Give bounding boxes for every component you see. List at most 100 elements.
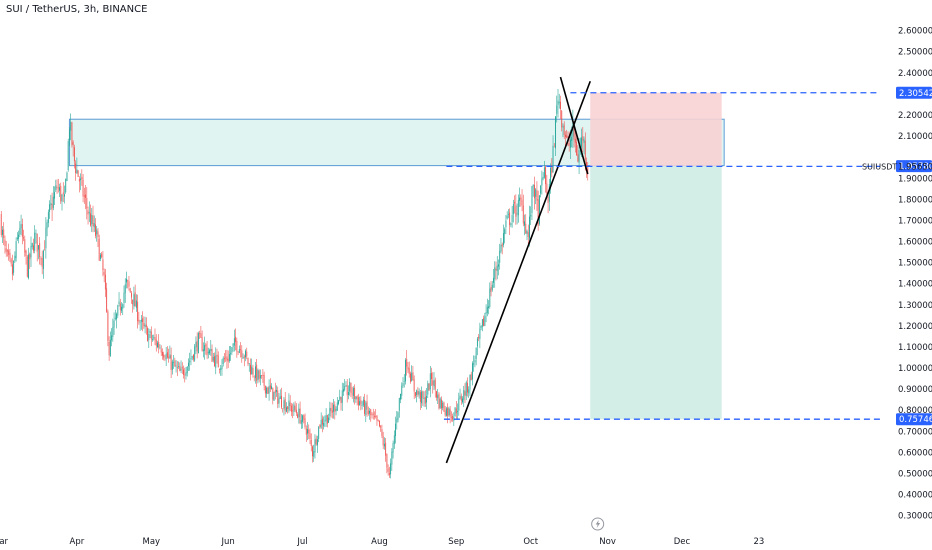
candle-body: [490, 286, 492, 292]
price-tags-layer: 2.30542 1.95780 0.75746 SUIUSDT 1.95650: [862, 86, 932, 426]
candle-body: [366, 401, 368, 410]
candle-body: [152, 339, 153, 340]
candle-body: [320, 419, 322, 428]
candle-body: [175, 365, 177, 367]
candle-body: [407, 366, 409, 370]
candle-body: [564, 134, 566, 137]
candle-body: [207, 351, 209, 354]
candle-body: [24, 239, 26, 253]
candle-body: [578, 150, 580, 163]
candle-body: [405, 359, 406, 382]
candle-body: [273, 391, 275, 401]
candle-body: [328, 417, 330, 423]
candle-body: [576, 142, 578, 156]
candle-body: [164, 358, 166, 360]
candle-body: [381, 428, 383, 436]
candle-body: [70, 121, 72, 131]
candle-body: [134, 292, 136, 307]
candle-body: [210, 348, 212, 351]
candle-body: [367, 410, 369, 415]
candle-body: [370, 409, 372, 416]
candle-body: [325, 415, 327, 422]
candle-body: [39, 243, 41, 258]
candle-body: [426, 395, 428, 403]
candle-body: [181, 367, 183, 369]
candle-body: [429, 373, 431, 390]
candle-body: [191, 356, 193, 358]
candle-body: [455, 408, 457, 414]
candle-body: [493, 278, 494, 283]
candle-body: [364, 399, 366, 414]
candle-body: [468, 389, 470, 394]
candle-body: [267, 387, 269, 394]
candle-body: [562, 126, 564, 128]
candle-body: [92, 215, 94, 227]
candle-body: [538, 195, 540, 225]
candle-body: [312, 446, 313, 457]
candle-body: [397, 412, 399, 420]
y-tick-label: 0.50000: [898, 469, 932, 479]
candle-body: [262, 375, 264, 376]
candle-body: [254, 366, 256, 379]
candle-body: [541, 178, 543, 186]
candle-body: [163, 354, 165, 358]
price-tag-label: 2.30542: [899, 89, 932, 99]
price-tag: [896, 413, 932, 426]
candle-body: [228, 353, 230, 362]
candle-body: [459, 395, 461, 399]
candle-body: [37, 245, 39, 250]
candle-body: [21, 224, 23, 237]
candle-body: [345, 385, 347, 387]
candle-body: [432, 380, 434, 386]
candle-body: [99, 254, 101, 259]
candle-body: [75, 163, 77, 173]
candle-body: [335, 408, 337, 411]
candle-body: [206, 347, 208, 356]
candle-body: [377, 419, 379, 421]
candle-body: [403, 380, 405, 382]
time-axis: Mar Apr May Jun Jul Aug Sep Oct Nov Dec 23: [0, 537, 764, 547]
candle-body: [547, 197, 549, 203]
candle-body: [3, 229, 5, 239]
candle-body: [217, 355, 219, 368]
candle-body: [77, 170, 79, 177]
candle-body: [530, 214, 532, 217]
candle-body: [0, 214, 2, 235]
candle-body: [288, 400, 290, 411]
candle-body: [458, 398, 460, 411]
candle-body: [202, 349, 204, 352]
y-tick-label: 0.30000: [898, 512, 932, 522]
candle-body: [23, 237, 25, 239]
candle-body: [16, 237, 18, 240]
candle-body: [352, 388, 354, 396]
candle-body: [35, 233, 37, 235]
candle-body: [511, 215, 513, 222]
candle-body: [147, 328, 149, 342]
candle-body: [452, 415, 454, 420]
candle-body: [551, 165, 553, 174]
candle-body: [242, 357, 244, 359]
candle-body: [524, 221, 525, 226]
candle-body: [515, 205, 517, 217]
candle-body: [351, 393, 353, 395]
candle-body: [211, 349, 213, 362]
candle-body: [49, 204, 51, 212]
candle-body: [460, 396, 462, 401]
candle-body: [414, 392, 416, 397]
candle-body: [558, 101, 560, 104]
candle-body: [114, 317, 116, 319]
candle-body: [454, 407, 456, 416]
candle-body: [464, 391, 466, 396]
candle-body: [437, 394, 439, 399]
candle-body: [168, 356, 170, 358]
candle-body: [119, 303, 121, 311]
candle-body: [34, 232, 36, 251]
candle-body: [406, 358, 408, 367]
candle-body: [418, 391, 420, 396]
candle-body: [294, 405, 296, 411]
candle-body: [540, 185, 542, 194]
candle-body: [150, 331, 152, 340]
candle-body: [86, 197, 88, 209]
candle-body: [376, 415, 378, 421]
